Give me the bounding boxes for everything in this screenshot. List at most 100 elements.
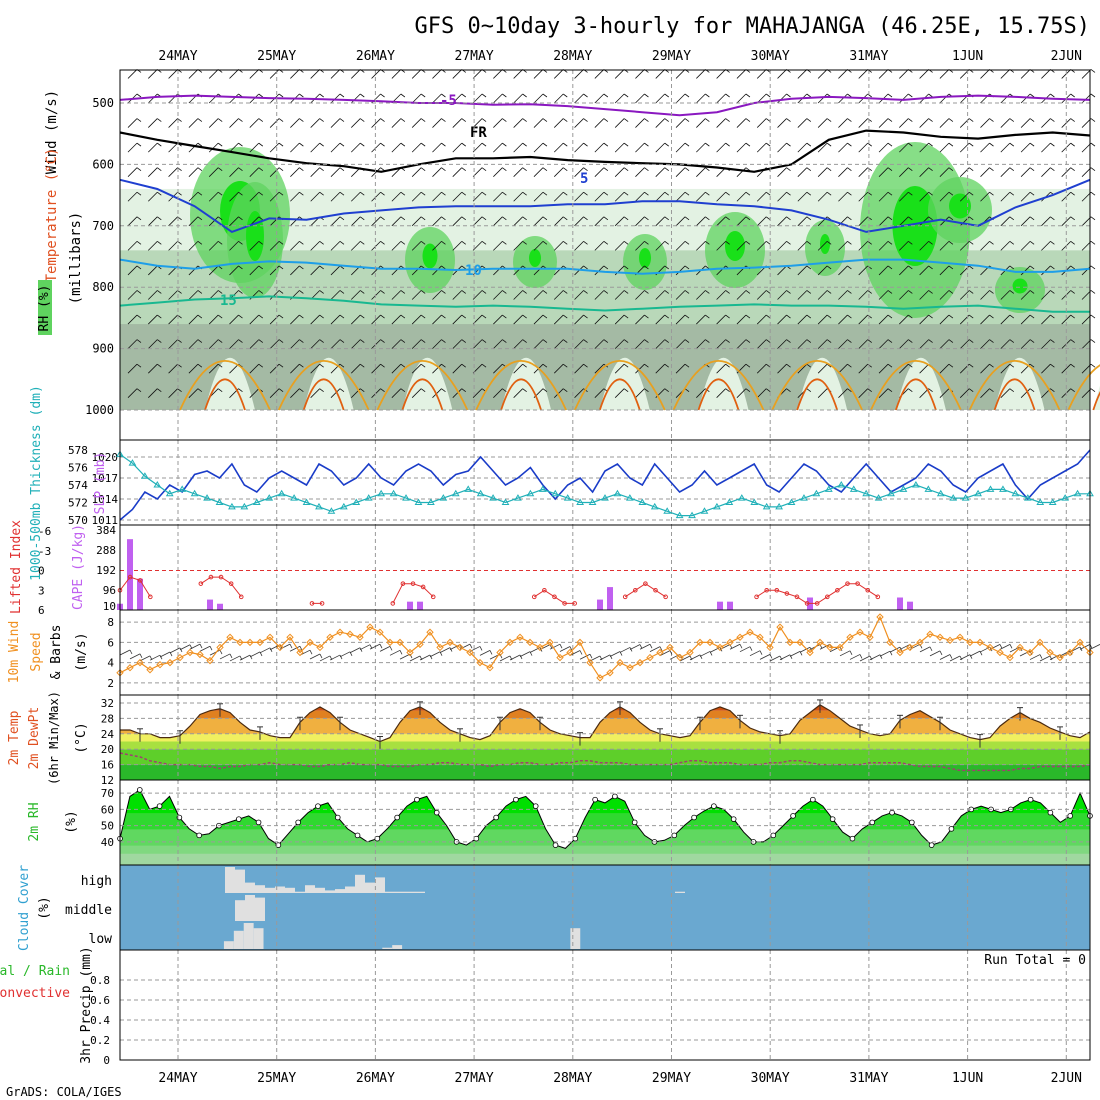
date-label-top: 30MAY — [751, 49, 790, 64]
wind-barb — [838, 241, 848, 251]
wind-barb-flag — [583, 93, 588, 98]
wind-barb — [716, 93, 726, 104]
wind-barb-flag — [908, 339, 913, 343]
wind-barb-flag — [258, 216, 264, 221]
wind-barb — [168, 388, 178, 399]
thickness-point — [451, 489, 460, 497]
cloud-high-bar — [255, 885, 265, 893]
wind-barb-flag — [989, 118, 994, 122]
wind-barb — [635, 388, 645, 399]
thickness-point — [302, 498, 311, 505]
wind-barb — [168, 363, 178, 374]
wind-barb — [208, 241, 219, 251]
wind-barb-10m-flag — [949, 654, 953, 659]
pressure-tick: 700 — [92, 219, 114, 233]
wind-barb-flag — [847, 314, 852, 319]
wind-barb — [553, 142, 564, 153]
wind-barb — [574, 191, 584, 202]
wind-barb — [594, 191, 605, 202]
wind-barb-flag — [1050, 265, 1055, 270]
wind-speed-point — [326, 633, 334, 641]
wind-barb-flag — [826, 290, 832, 294]
wind-barb-flag — [583, 363, 588, 368]
isotherm-20 — [870, 359, 962, 411]
temp-mask — [120, 695, 1090, 742]
cloud-high-bar — [235, 869, 245, 893]
rh2m-point — [572, 835, 579, 842]
wind-barb — [127, 191, 138, 202]
wind-barb-flag — [968, 290, 974, 294]
rh2m-point — [730, 816, 737, 822]
wind-barb — [574, 314, 584, 325]
wind-barb-flag — [684, 339, 690, 343]
wind-barb-flag — [1070, 142, 1075, 147]
wind-barb — [614, 69, 625, 79]
wind-speed-point — [876, 613, 884, 621]
wind-barb-10m-flag — [479, 646, 483, 651]
wind-barb — [127, 339, 138, 349]
wind-barb — [168, 118, 178, 128]
wind-barb — [756, 191, 767, 202]
wind-speed-point — [416, 640, 424, 649]
wind-barb-flag — [1090, 191, 1096, 196]
wind-speed-point — [976, 638, 984, 647]
wind-barb-flag — [786, 118, 791, 122]
wind-barb-10m-flag — [289, 643, 293, 649]
wind-speed-point — [206, 656, 214, 665]
wind-barb-flag — [583, 191, 588, 196]
wind-barb — [432, 69, 442, 79]
wind-barb-flag — [867, 265, 872, 270]
wind-barb-flag — [644, 142, 649, 147]
wind-barb — [797, 290, 808, 300]
wind-barb-flag — [542, 118, 548, 122]
wind-barb — [959, 290, 970, 300]
wind-barb — [1041, 167, 1051, 177]
wind-barb-flag — [786, 167, 791, 171]
temp-band — [120, 733, 1090, 742]
wind-barb-flag — [968, 314, 974, 319]
thickness-point — [165, 489, 174, 497]
wind-barb-flag — [522, 167, 527, 171]
wind-barb — [777, 290, 787, 300]
wind-barb — [878, 69, 889, 79]
wind-barb — [249, 388, 260, 399]
wind-barb — [817, 314, 828, 325]
temp-tick: 12 — [101, 774, 114, 787]
wind-barb — [939, 191, 950, 202]
slp-axis-label: SLP (mb) — [93, 452, 108, 515]
wind-barb — [452, 93, 463, 104]
wind-speed-point — [536, 643, 544, 652]
wind-barb-flag — [1070, 314, 1075, 319]
li-point — [663, 594, 668, 600]
wind-barb-flag — [806, 118, 812, 122]
wind-barb-10m — [519, 651, 531, 657]
wind-barb-flag — [278, 167, 284, 171]
wind-barb-flag — [157, 118, 162, 122]
thickness-point — [974, 489, 982, 497]
wind-barb — [188, 314, 199, 325]
wind-barb — [493, 241, 503, 251]
wind-barb-10m — [739, 646, 751, 653]
wind-barb — [675, 118, 686, 128]
wind-barb — [432, 363, 442, 374]
wind-barb — [411, 314, 422, 325]
wind-barb-flag — [1009, 167, 1015, 171]
wind-barb-10m — [1039, 655, 1051, 662]
wind-barb — [1000, 290, 1011, 300]
wind-barb — [635, 118, 645, 128]
wind-barb — [736, 241, 747, 251]
wind-barb — [980, 388, 990, 399]
wind-barb — [269, 69, 280, 79]
wind-barb-flag — [136, 216, 142, 221]
wind-barb — [452, 191, 463, 202]
wind-barb — [148, 314, 158, 325]
wind-speed-point — [856, 628, 864, 636]
wind-barb-flag — [684, 191, 690, 196]
wind-barb-flag — [1009, 265, 1015, 270]
wind-barb-flag — [1050, 363, 1055, 368]
wind-barb-10m — [769, 655, 781, 662]
wind-barb — [635, 93, 645, 104]
wind-barb-flag — [420, 363, 426, 368]
wind-barb — [127, 363, 138, 374]
cloud-background — [120, 865, 1090, 950]
